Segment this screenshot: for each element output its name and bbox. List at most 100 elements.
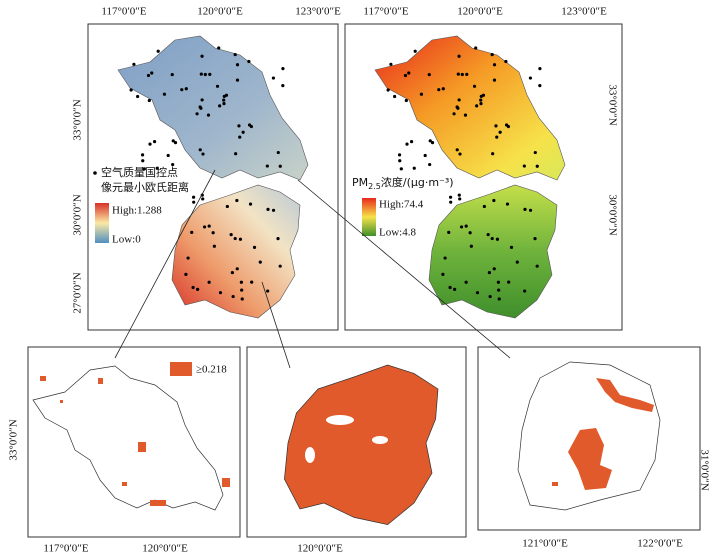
- station-point: [281, 67, 285, 71]
- station-point: [459, 225, 464, 229]
- station-point: [200, 98, 204, 102]
- station-point: [271, 208, 276, 212]
- station-point: [198, 148, 202, 152]
- legend-label: 空气质量国控点: [101, 165, 178, 179]
- station-point: [266, 289, 270, 293]
- station-point: [413, 49, 417, 53]
- station-point: [250, 280, 254, 284]
- station-point: [490, 52, 494, 57]
- station-point: [198, 105, 202, 109]
- station-point: [184, 272, 188, 277]
- station-point: [218, 291, 223, 295]
- legend-low: Low:4.8: [379, 227, 416, 239]
- station-point: [504, 59, 508, 64]
- station-point: [423, 153, 427, 158]
- station-point: [535, 264, 539, 268]
- station-point: [464, 280, 468, 284]
- station-point: [191, 285, 195, 290]
- station-point: [498, 130, 502, 134]
- station-point: [217, 46, 221, 50]
- station-point: [488, 294, 492, 299]
- station-point: [509, 245, 514, 249]
- x-label: 120°0′0″E: [457, 6, 503, 18]
- station-point: [225, 204, 229, 209]
- station-point: [271, 76, 276, 80]
- station-point: [276, 150, 280, 155]
- station-point: [449, 200, 453, 204]
- station-point: [409, 140, 414, 144]
- station-point: [455, 105, 459, 109]
- legend-title-part: 浓度/(μg·m⁻³): [381, 175, 454, 189]
- station-point: [492, 78, 497, 82]
- station-point: [523, 289, 527, 293]
- legend-dot: [93, 171, 97, 175]
- station-point: [201, 152, 205, 156]
- station-point: [180, 88, 184, 92]
- station-point: [190, 230, 194, 234]
- station-point: [129, 88, 133, 92]
- station-point: [235, 63, 240, 67]
- station-point: [136, 94, 140, 99]
- legend-high: High:1.288: [112, 205, 162, 217]
- station-point: [475, 104, 479, 108]
- station-point: [147, 98, 151, 103]
- station-point: [412, 166, 416, 170]
- station-points: [129, 46, 285, 301]
- legend-label: ≥0.218: [196, 364, 227, 376]
- station-point: [495, 135, 499, 139]
- station-point: [155, 166, 159, 170]
- x-label: 120°0′0″E: [197, 6, 243, 18]
- station-point: [528, 76, 533, 80]
- station-point: [276, 237, 280, 241]
- station-point: [455, 148, 459, 152]
- station-point: [456, 72, 460, 76]
- station-point: [212, 244, 216, 248]
- color-bar: [95, 203, 109, 243]
- station-point: [278, 264, 282, 268]
- station-point: [533, 237, 537, 241]
- station-point: [495, 237, 500, 241]
- station-point: [448, 195, 453, 199]
- station-point: [538, 67, 542, 71]
- station-point: [464, 224, 468, 228]
- station-point: [281, 84, 285, 88]
- station-point: [492, 267, 496, 271]
- station-point: [430, 141, 435, 145]
- station-point: [240, 297, 244, 301]
- station-point: [386, 88, 390, 92]
- station-point: [443, 256, 447, 260]
- y-label: 27°0′0″N: [72, 272, 84, 313]
- station-point: [252, 245, 257, 249]
- station-point: [229, 233, 233, 237]
- station-points: [386, 46, 542, 301]
- station-point: [199, 72, 203, 76]
- station-point: [487, 270, 491, 275]
- station-point: [207, 280, 211, 284]
- station-point: [437, 88, 441, 92]
- station-point: [441, 272, 445, 277]
- station-point: [247, 123, 252, 127]
- station-point: [397, 153, 402, 157]
- station-point: [507, 280, 511, 284]
- station-point: [457, 54, 461, 58]
- station-point: [235, 78, 240, 82]
- station-point: [203, 72, 207, 77]
- station-point: [278, 164, 282, 168]
- station-point: [460, 72, 464, 77]
- station-point: [492, 63, 497, 67]
- station-point: [481, 93, 486, 97]
- x-label: 117°0′0″E: [363, 6, 408, 18]
- station-point: [515, 260, 519, 264]
- y-label: 30°0′0″N: [72, 194, 84, 235]
- station-point: [208, 72, 212, 76]
- station-point: [496, 280, 500, 284]
- legend-title: PM2.5浓度/(μg·m⁻³): [352, 175, 454, 191]
- station-point: [475, 291, 480, 295]
- station-point: [399, 167, 403, 171]
- station-point: [170, 72, 174, 77]
- station-point: [140, 153, 145, 157]
- station-point: [393, 94, 397, 99]
- station-point: [504, 123, 509, 127]
- station-point: [191, 195, 196, 199]
